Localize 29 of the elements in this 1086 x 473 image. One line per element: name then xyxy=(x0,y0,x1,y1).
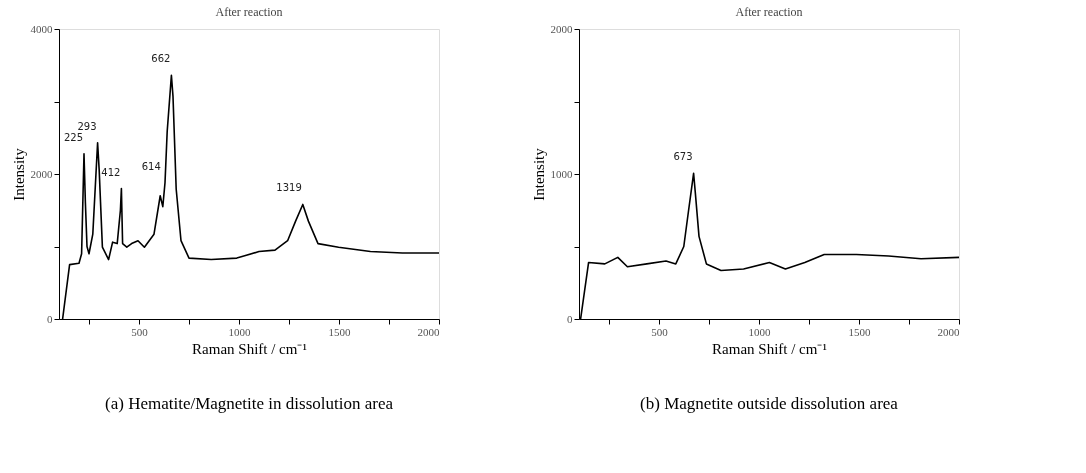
y-tick-label: 2000 xyxy=(550,22,573,35)
annotation: 293 xyxy=(77,120,97,132)
x-tick-label: 500 xyxy=(131,325,149,338)
x-axis-title: Raman Shift / cm⁻¹ xyxy=(192,340,307,357)
x-tick-label: 2000 xyxy=(937,325,960,338)
annotation: 1319 xyxy=(276,182,302,194)
x-tick-label: 1000 xyxy=(748,325,771,338)
x-tick-label: 1500 xyxy=(848,325,871,338)
y-tick-label: 0 xyxy=(567,312,573,325)
y-axis-title: Intensity xyxy=(530,147,547,201)
y-tick-label: 0 xyxy=(47,312,53,325)
annotation: 412 xyxy=(101,166,121,178)
chart-title: After reaction xyxy=(735,5,803,19)
text: (b) Magnetite outside dissolution area xyxy=(640,394,899,413)
x-axis-title: Raman Shift / cm⁻¹ xyxy=(712,340,827,357)
y-tick-label: 4000 xyxy=(30,22,53,35)
y-tick-label: 2000 xyxy=(30,167,53,180)
y-tick-label: 1000 xyxy=(550,167,573,180)
x-tick-label: 500 xyxy=(651,325,669,338)
annotation: 673 xyxy=(673,151,693,163)
x-tick-label: 1000 xyxy=(228,325,251,338)
annotation: 614 xyxy=(141,160,161,172)
annotation: 225 xyxy=(63,131,83,143)
chart-title: After reaction xyxy=(215,5,283,19)
x-tick-label: 1500 xyxy=(328,325,351,338)
y-axis-title: Intensity xyxy=(10,147,27,201)
x-tick-label: 2000 xyxy=(417,325,440,338)
annotation: 662 xyxy=(151,53,171,65)
text: (a) Hematite/Magnetite in dissolution area xyxy=(105,394,394,413)
